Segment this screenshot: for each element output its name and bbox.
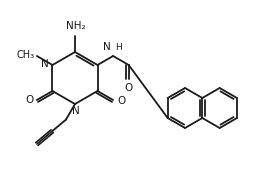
Text: NH₂: NH₂ (66, 21, 86, 31)
Text: H: H (115, 43, 122, 52)
Text: O: O (124, 83, 133, 93)
Text: O: O (117, 96, 125, 106)
Text: N: N (103, 42, 111, 52)
Text: N: N (72, 106, 80, 116)
Text: CH₃: CH₃ (17, 50, 35, 60)
Text: N: N (41, 59, 48, 69)
Text: O: O (26, 95, 34, 105)
